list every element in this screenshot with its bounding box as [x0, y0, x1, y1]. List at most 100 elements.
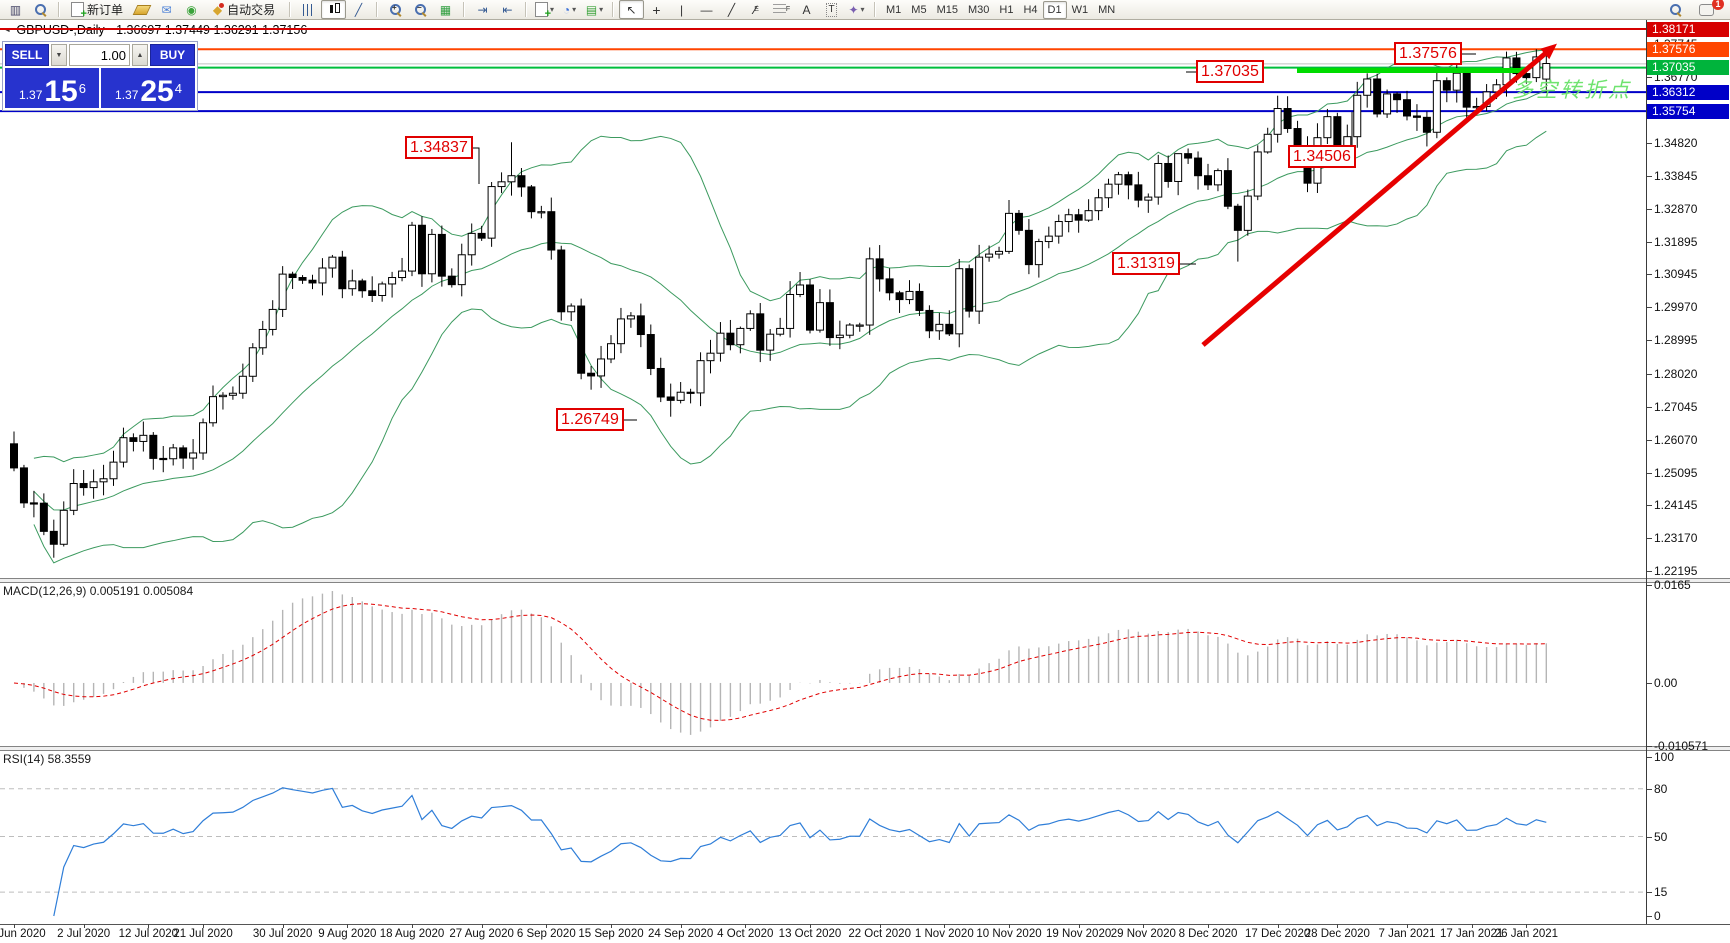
annotation-box-1.37576[interactable]: 1.37576 [1394, 42, 1462, 65]
sell-price-display[interactable]: 1.37 15 6 [5, 68, 99, 108]
timeframe-w1[interactable]: W1 [1071, 3, 1089, 16]
candlestick-chart-button[interactable] [321, 0, 346, 19]
date-tick [1337, 924, 1339, 928]
annotation-box-1.31319[interactable]: 1.31319 [1112, 252, 1180, 275]
annotation-box-1.26749[interactable]: 1.26749 [556, 408, 624, 431]
zoom-out-button[interactable]: − [408, 0, 433, 19]
scroll-marker-icon: ◄ [4, 27, 11, 34]
rsi-tick-50: 50 [1646, 829, 1668, 844]
main-chart-pane[interactable] [0, 20, 1646, 578]
price-tick-1.26070: 1.26070 [1646, 432, 1698, 447]
macd-pane[interactable] [0, 582, 1646, 746]
timeframe-d1[interactable]: D1 [1042, 0, 1067, 19]
timeframe-mn[interactable]: MN [1098, 3, 1116, 16]
annotation-box-1.34506[interactable]: 1.34506 [1288, 145, 1356, 168]
timeframe-h4[interactable]: H4 [1023, 3, 1038, 16]
date-tick [148, 924, 150, 928]
volume-decrease-button[interactable]: ▼ [51, 44, 67, 66]
chat-button[interactable]: 1 [1694, 0, 1724, 19]
trend-arrow[interactable] [1201, 50, 1549, 347]
arrows-dropdown[interactable]: ✦ ▾ [848, 2, 865, 17]
macd-histogram [23, 591, 1548, 735]
date-label: 2 Jul 2020 [57, 928, 111, 940]
rsi-tick-0: 0 [1647, 909, 1661, 923]
label-icon: T [826, 2, 837, 17]
vertical-line-tool[interactable]: | [669, 0, 694, 19]
eraser-button[interactable] [129, 0, 154, 19]
volume-increase-button[interactable]: ▲ [132, 44, 148, 66]
fibonacci-tool[interactable]: F [769, 0, 794, 19]
timeframe-m1[interactable]: M1 [886, 3, 902, 16]
timeframe-h1[interactable]: H1 [999, 3, 1014, 16]
crosshair-tool-button[interactable]: + [644, 0, 669, 19]
date-label: 4 Oct 2020 [717, 928, 774, 940]
buy-button[interactable]: BUY [150, 44, 195, 66]
new-order-button[interactable]: + 新订单 [65, 0, 129, 20]
buy-price-prefix: 1.37 [115, 88, 139, 102]
date-label: 7 Jan 2021 [1378, 928, 1436, 940]
chart-preview-button[interactable] [28, 0, 53, 19]
annotation-box-1.34837[interactable]: 1.34837 [405, 136, 473, 159]
price-tick-1.25095: 1.25095 [1646, 465, 1698, 480]
search-button[interactable] [1663, 0, 1688, 19]
timeframe-m5[interactable]: M5 [911, 3, 927, 16]
trendline-tool[interactable]: ╱ [719, 0, 744, 19]
macd-label: MACD(12,26,9) 0.005191 0.005084 [3, 584, 194, 598]
eraser-icon [132, 4, 151, 15]
chart-shift-button[interactable]: ⇤ [495, 0, 520, 19]
volume-input[interactable] [69, 44, 130, 66]
new-order-icon: + [70, 2, 87, 20]
macd-tick--0.010571: -0.010571 [1646, 738, 1709, 753]
sell-button[interactable]: SELL [5, 44, 49, 66]
candlesticks[interactable] [10, 49, 1551, 558]
trend-arrow-head [1540, 43, 1557, 60]
tile-windows-icon: ▦ [439, 2, 452, 17]
date-tick [879, 924, 881, 928]
buy-price-display[interactable]: 1.37 25 4 [101, 68, 195, 108]
date-tick [347, 924, 349, 928]
date-tick [412, 924, 413, 928]
cursor-tool-button[interactable]: ↖ [619, 0, 645, 19]
autotrade-label: 自动交易 [227, 3, 276, 17]
window-icon: ▥ [9, 2, 22, 17]
rsi-tick-100: 100 [1646, 750, 1675, 764]
line-chart-button[interactable]: ╱ [346, 0, 371, 19]
periods-dropdown[interactable]: ◔ ▾ [562, 2, 577, 17]
pane-separator[interactable] [0, 578, 1730, 583]
timeframe-m30[interactable]: M30 [967, 3, 990, 16]
toolbar-separator [58, 2, 60, 17]
toolbar-separator [289, 2, 291, 17]
horizontal-line-tool[interactable]: — [694, 0, 719, 19]
crosshair-icon: + [652, 1, 661, 18]
sell-price-pips: 15 [44, 75, 78, 108]
new-chart-dropdown[interactable]: + ▾ [532, 0, 557, 20]
candlestick-icon [328, 3, 340, 16]
rsi-pane[interactable] [0, 750, 1646, 924]
price-tick-1.28020: 1.28020 [1646, 366, 1698, 381]
toolbar-separator [376, 2, 378, 17]
trend-annotation-text[interactable]: 多空转折点 [1512, 79, 1632, 102]
bar-chart-button[interactable] [296, 0, 321, 19]
tile-windows-button[interactable]: ▦ [433, 0, 458, 19]
channel-tool[interactable]: ∕∕ E [754, 2, 759, 17]
pane-separator[interactable] [0, 746, 1730, 751]
timeframe-m15[interactable]: M15 [936, 3, 958, 16]
date-tick [611, 924, 612, 928]
macd-signal-line [13, 603, 1547, 721]
signal-button[interactable]: ◉ [179, 0, 204, 19]
price-tick-1.33845: 1.33845 [1646, 168, 1698, 183]
date-axis-line [0, 924, 1730, 925]
date-tick [680, 924, 682, 928]
autotrade-button[interactable]: ◆ 自动交易 [204, 0, 284, 19]
toolbar-separator [463, 2, 465, 17]
new-window-button[interactable]: ▥ [3, 0, 28, 19]
mail-button[interactable]: ✉ [154, 0, 179, 19]
broadcast-icon: ◉ [186, 2, 197, 17]
templates-dropdown[interactable]: ▤ ▾ [585, 2, 604, 17]
price-tick-1.34820: 1.34820 [1646, 135, 1698, 150]
zoom-in-button[interactable]: + [383, 0, 408, 19]
text-tool[interactable]: A [794, 0, 819, 19]
auto-scroll-button[interactable]: ⇥ [470, 0, 495, 19]
label-tool[interactable]: T [819, 0, 844, 19]
annotation-box-1.37035[interactable]: 1.37035 [1196, 60, 1264, 83]
